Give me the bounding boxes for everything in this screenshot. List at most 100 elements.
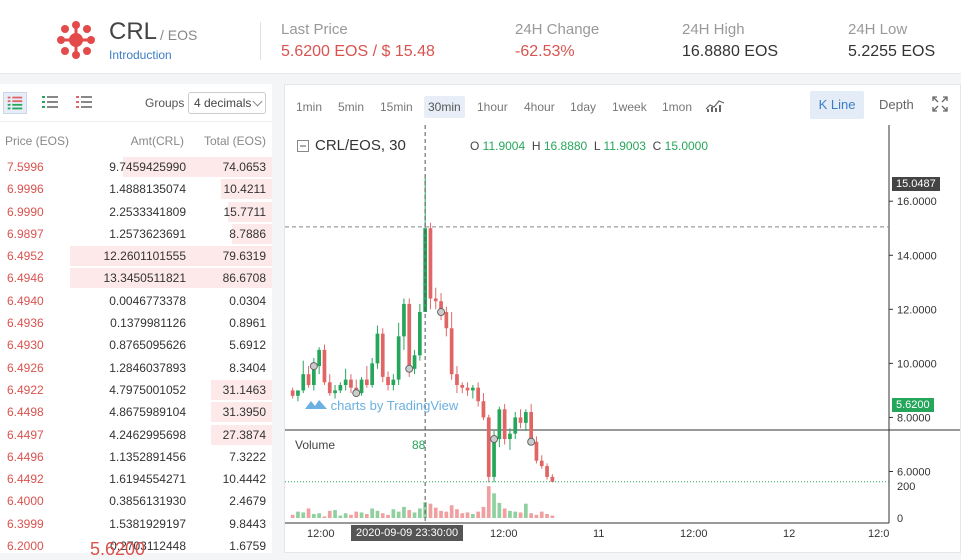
timeframe-1day[interactable]: 1day xyxy=(570,100,597,114)
order-book-row[interactable]: 6.4497 4.2462995698 27.3874 xyxy=(0,424,272,446)
chevron-down-icon xyxy=(252,96,263,107)
row-amount: 12.2601101555 xyxy=(103,249,186,264)
timeframe-15min[interactable]: 15min xyxy=(380,100,413,114)
volume-bar xyxy=(513,511,518,518)
row-price: 6.4922 xyxy=(7,382,44,397)
crosshair-price-tag: 15.0487 xyxy=(892,177,940,191)
order-book-row[interactable]: 6.4926 1.2846037893 8.3404 xyxy=(0,357,272,379)
row-price: 6.4930 xyxy=(7,338,44,353)
volume-bar xyxy=(492,493,496,518)
order-book-row[interactable]: 7.5996 9.7459425990 74.0653 xyxy=(0,156,272,178)
row-amount: 2.2533341809 xyxy=(109,204,186,219)
timeframe-1hour[interactable]: 1hour xyxy=(477,100,508,114)
order-book-row[interactable]: 6.9897 1.2573623691 8.7886 xyxy=(0,223,272,245)
volume-bar xyxy=(545,514,549,518)
fullscreen-icon[interactable] xyxy=(932,96,948,112)
row-total: 27.3874 xyxy=(222,427,266,442)
candlestick-chart[interactable]: 16.0000 14.0000 12.0000 10.0000 8.0000 6.0000… xyxy=(285,125,960,553)
order-book-row[interactable]: 6.2000 0.2703112448 1.6759 xyxy=(0,535,272,557)
candle-body xyxy=(481,401,486,418)
kline-tab[interactable]: K Line xyxy=(810,91,864,119)
depth-tab[interactable]: Depth xyxy=(879,97,914,112)
introduction-link[interactable]: Introduction xyxy=(109,48,172,62)
indicators-icon[interactable] xyxy=(705,97,725,113)
last-price-tag: 5.6200 xyxy=(892,398,934,412)
candle-body xyxy=(497,409,502,440)
timeframe-1min[interactable]: 1min xyxy=(296,100,323,114)
row-amount: 4.2462995698 xyxy=(109,427,186,442)
price-tick-label: 10.0000 xyxy=(897,358,937,370)
row-total: 0.0304 xyxy=(229,293,266,308)
ohlc-open: 11.9004 xyxy=(482,139,526,153)
timeframe-30min[interactable]: 30min xyxy=(424,96,465,118)
price-tick-label: 8.0000 xyxy=(897,412,931,424)
order-book-row[interactable]: 6.4940 0.0046773378 0.0304 xyxy=(0,290,272,312)
candle-body xyxy=(460,385,465,388)
volume-bar xyxy=(349,514,353,518)
depth-bar xyxy=(211,402,272,423)
row-price: 6.4936 xyxy=(7,316,44,331)
volume-bar xyxy=(306,508,311,518)
candle-body xyxy=(550,476,555,482)
candle-body xyxy=(327,382,332,394)
volume-bar xyxy=(391,509,396,518)
groups-label: Groups xyxy=(145,96,185,110)
tradingview-text: charts by TradingView xyxy=(330,398,459,413)
candle-body xyxy=(338,385,343,391)
volume-bar xyxy=(449,505,454,518)
candle-body xyxy=(349,379,353,388)
stat-24h-change: 24H Change -62.53% xyxy=(515,21,599,61)
order-book-row[interactable]: 6.3999 1.5381929197 9.8443 xyxy=(0,513,272,535)
x-axis-label: 12:00 xyxy=(307,528,335,540)
row-price: 6.4000 xyxy=(7,494,44,509)
order-book-row[interactable]: 6.4946 13.3450511821 86.6708 xyxy=(0,267,272,289)
volume-tick-label: 200 xyxy=(897,481,915,493)
order-book-row[interactable]: 6.4498 4.8675989104 31.3950 xyxy=(0,401,272,423)
row-amount: 0.3856131930 xyxy=(109,494,186,509)
order-book-row[interactable]: 6.4492 1.6194554271 10.4442 xyxy=(0,468,272,490)
order-book-row[interactable]: 6.4952 12.2601101555 79.6319 xyxy=(0,245,272,267)
col-amount: Amt(CRL) xyxy=(130,134,184,148)
candle-body xyxy=(306,374,311,385)
book-buy-side-icon[interactable] xyxy=(38,92,62,114)
volume-bar xyxy=(311,514,316,518)
order-book-row[interactable]: 6.4000 0.3856131930 2.4679 xyxy=(0,490,272,512)
order-book-row[interactable]: 6.4936 0.1379981126 0.8961 xyxy=(0,312,272,334)
candle-body xyxy=(364,379,369,385)
stat-24h-low: 24H Low 5.2255 EOS xyxy=(848,21,935,61)
timeframe-1mon[interactable]: 1mon xyxy=(662,100,693,114)
volume-bar xyxy=(502,508,507,518)
candle-body xyxy=(375,333,380,364)
order-book-header: Price (EOS) Amt(CRL) Total (EOS) xyxy=(0,122,272,156)
groups-select[interactable]: 4 decimals xyxy=(188,92,266,114)
row-total: 31.1463 xyxy=(222,382,266,397)
order-book-row[interactable]: 6.4496 1.1352891456 7.3222 xyxy=(0,446,272,468)
row-total: 10.4442 xyxy=(222,472,266,487)
collapse-legend-icon[interactable] xyxy=(297,140,309,152)
order-book-row[interactable]: 6.4922 4.7975001052 31.1463 xyxy=(0,379,272,401)
order-book-row[interactable]: 6.9996 1.4888135074 10.4211 xyxy=(0,178,272,200)
candle-body xyxy=(333,390,337,394)
volume-bar xyxy=(375,510,380,518)
price-tick-label: 12.0000 xyxy=(897,304,937,316)
volume-bar xyxy=(481,506,486,518)
trade-marker xyxy=(309,362,318,371)
book-both-sides-icon[interactable] xyxy=(3,92,27,114)
volume-bar xyxy=(296,511,300,518)
pair-symbol: CRL xyxy=(109,18,158,45)
candle-body xyxy=(380,333,385,377)
book-sell-side-icon[interactable] xyxy=(72,92,96,114)
timeframe-4hour[interactable]: 4hour xyxy=(524,100,555,114)
timeframe-1week[interactable]: 1week xyxy=(612,100,647,114)
row-price: 6.4926 xyxy=(7,360,44,375)
row-price: 6.2000 xyxy=(7,539,44,554)
chart-ohlc: O 11.9004 H 16.8880 L 11.9003 C 15.0000 xyxy=(470,139,709,153)
timeframe-5min[interactable]: 5min xyxy=(338,100,365,114)
stat-label: 24H Low xyxy=(848,21,908,38)
order-book-row[interactable]: 6.9990 2.2533341809 15.7711 xyxy=(0,201,272,223)
order-book-row[interactable]: 6.4930 0.8765095626 5.6912 xyxy=(0,334,272,356)
trade-marker xyxy=(352,389,361,398)
row-price: 6.4497 xyxy=(7,427,44,442)
volume-bar xyxy=(343,513,348,518)
row-price: 6.4492 xyxy=(7,472,44,487)
